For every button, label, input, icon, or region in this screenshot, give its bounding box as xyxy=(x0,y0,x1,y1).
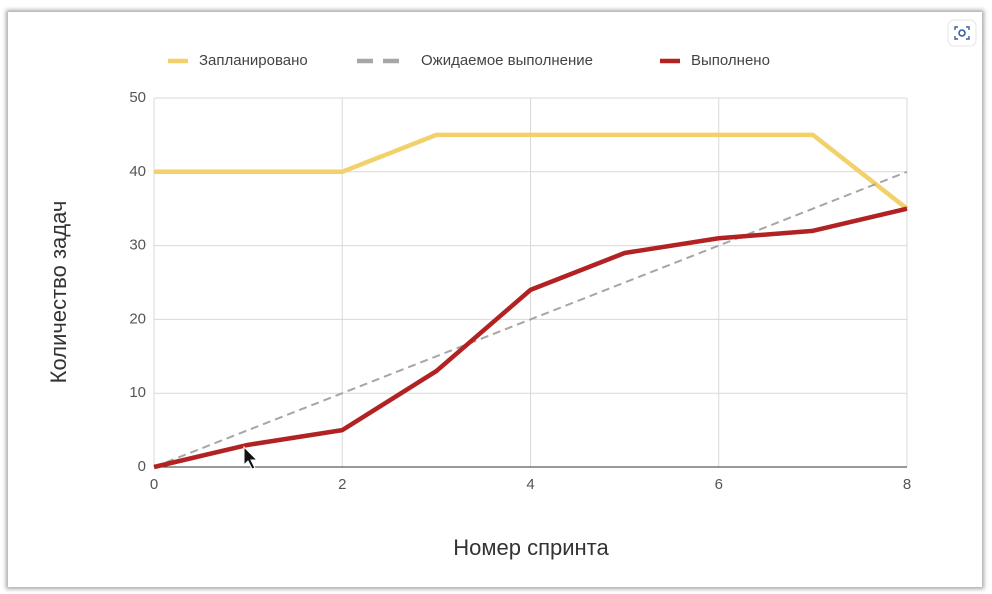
legend-label: Запланировано xyxy=(199,52,308,69)
chart-frame xyxy=(8,12,982,587)
legend-label: Ожидаемое выполнение xyxy=(421,52,593,69)
y-tick-label: 0 xyxy=(138,458,146,475)
legend-label: Выполнено xyxy=(691,52,770,69)
x-tick-label: 0 xyxy=(150,476,158,493)
plot: 0 10 20 30 40 50 0 2 4 6 8 Запланировано Ожидаемое в… xyxy=(129,52,911,493)
x-tick-label: 2 xyxy=(338,476,346,493)
x-axis-label: Номер спринта xyxy=(453,535,609,560)
x-tick-label: 6 xyxy=(715,476,723,493)
y-tick-label: 10 xyxy=(129,384,146,401)
series-line xyxy=(154,132,909,211)
y-axis-label: Количество задач xyxy=(46,201,71,384)
y-tick-label: 20 xyxy=(129,310,146,327)
y-tick-label: 40 xyxy=(129,163,146,180)
x-tick-label: 4 xyxy=(526,476,534,493)
x-tick-label: 8 xyxy=(903,476,911,493)
series-line xyxy=(153,170,908,468)
y-tick-label: 30 xyxy=(129,237,146,254)
series-line xyxy=(153,206,908,470)
lens-icon[interactable] xyxy=(947,19,977,47)
y-tick-label: 50 xyxy=(129,89,146,106)
cursor xyxy=(243,445,259,470)
